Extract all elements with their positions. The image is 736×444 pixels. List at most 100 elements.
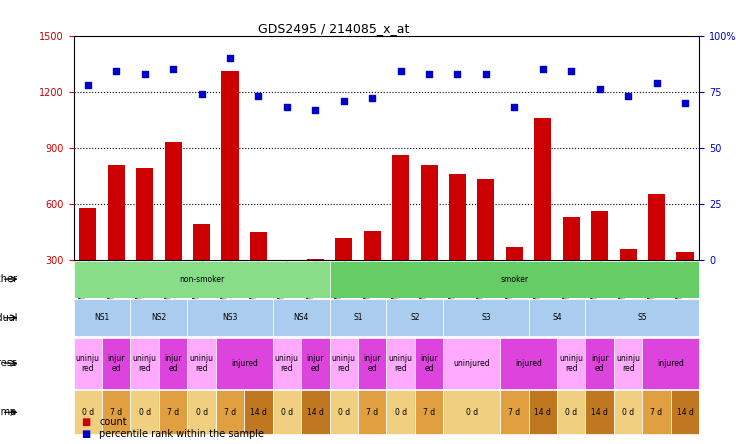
FancyBboxPatch shape bbox=[130, 390, 159, 434]
Text: injur
ed: injur ed bbox=[420, 353, 438, 373]
FancyBboxPatch shape bbox=[216, 390, 244, 434]
Text: count: count bbox=[99, 417, 127, 427]
Bar bbox=[364, 231, 381, 316]
FancyBboxPatch shape bbox=[386, 390, 415, 434]
Point bbox=[594, 86, 606, 93]
Bar bbox=[449, 174, 466, 316]
FancyBboxPatch shape bbox=[102, 390, 130, 434]
Text: 7 d: 7 d bbox=[167, 408, 179, 417]
Text: uninju
red: uninju red bbox=[616, 353, 640, 373]
Bar bbox=[534, 118, 551, 316]
Text: S1: S1 bbox=[353, 313, 363, 322]
Point bbox=[622, 92, 634, 99]
Point bbox=[651, 79, 662, 86]
Bar bbox=[278, 309, 295, 316]
FancyBboxPatch shape bbox=[557, 338, 585, 388]
Text: NS1: NS1 bbox=[94, 313, 110, 322]
Bar bbox=[620, 249, 637, 316]
Text: 7 d: 7 d bbox=[110, 408, 122, 417]
Point bbox=[82, 81, 93, 88]
Point bbox=[452, 70, 464, 77]
FancyBboxPatch shape bbox=[188, 390, 216, 434]
Bar bbox=[193, 224, 210, 316]
Point bbox=[394, 68, 406, 75]
FancyBboxPatch shape bbox=[330, 299, 386, 336]
Point bbox=[423, 70, 435, 77]
Text: 14 d: 14 d bbox=[591, 408, 608, 417]
FancyBboxPatch shape bbox=[386, 299, 443, 336]
Text: S4: S4 bbox=[552, 313, 562, 322]
Text: stress: stress bbox=[0, 358, 18, 368]
Text: individual: individual bbox=[0, 313, 18, 323]
Bar bbox=[506, 247, 523, 316]
Text: 0 d: 0 d bbox=[466, 408, 478, 417]
Text: injur
ed: injur ed bbox=[591, 353, 609, 373]
Text: uninjured: uninjured bbox=[453, 359, 490, 368]
FancyBboxPatch shape bbox=[159, 338, 188, 388]
Text: GDS2495 / 214085_x_at: GDS2495 / 214085_x_at bbox=[258, 22, 409, 35]
Point bbox=[309, 106, 321, 113]
FancyBboxPatch shape bbox=[643, 390, 670, 434]
FancyBboxPatch shape bbox=[643, 338, 699, 388]
Bar bbox=[335, 238, 353, 316]
Point bbox=[139, 70, 151, 77]
Bar bbox=[478, 179, 495, 316]
FancyBboxPatch shape bbox=[301, 390, 330, 434]
Text: S3: S3 bbox=[481, 313, 491, 322]
Text: 0 d: 0 d bbox=[82, 408, 94, 417]
FancyBboxPatch shape bbox=[74, 390, 102, 434]
Text: 7 d: 7 d bbox=[651, 408, 662, 417]
Text: 0 d: 0 d bbox=[394, 408, 407, 417]
FancyBboxPatch shape bbox=[585, 338, 614, 388]
Text: 7 d: 7 d bbox=[423, 408, 435, 417]
Text: 0 d: 0 d bbox=[281, 408, 293, 417]
Text: uninju
red: uninju red bbox=[132, 353, 157, 373]
Text: 0 d: 0 d bbox=[565, 408, 577, 417]
Text: 14 d: 14 d bbox=[676, 408, 693, 417]
Bar bbox=[165, 142, 182, 316]
Bar bbox=[79, 207, 96, 316]
FancyBboxPatch shape bbox=[216, 338, 272, 388]
FancyBboxPatch shape bbox=[272, 299, 330, 336]
Bar bbox=[392, 155, 409, 316]
FancyBboxPatch shape bbox=[330, 390, 358, 434]
FancyBboxPatch shape bbox=[386, 338, 415, 388]
Text: other: other bbox=[0, 274, 18, 284]
Text: NS3: NS3 bbox=[222, 313, 238, 322]
Text: 0 d: 0 d bbox=[622, 408, 634, 417]
Text: uninju
red: uninju red bbox=[76, 353, 100, 373]
FancyBboxPatch shape bbox=[130, 338, 159, 388]
FancyBboxPatch shape bbox=[500, 338, 557, 388]
FancyBboxPatch shape bbox=[188, 299, 272, 336]
Bar bbox=[563, 217, 580, 316]
Text: injured: injured bbox=[657, 359, 684, 368]
Bar bbox=[107, 165, 125, 316]
FancyBboxPatch shape bbox=[272, 390, 301, 434]
Text: injur
ed: injur ed bbox=[164, 353, 182, 373]
Text: 7 d: 7 d bbox=[509, 408, 520, 417]
Text: S5: S5 bbox=[637, 313, 647, 322]
Point bbox=[252, 92, 264, 99]
Text: ■: ■ bbox=[81, 417, 91, 427]
FancyBboxPatch shape bbox=[614, 338, 643, 388]
FancyBboxPatch shape bbox=[500, 390, 528, 434]
Text: 7 d: 7 d bbox=[366, 408, 378, 417]
FancyBboxPatch shape bbox=[415, 390, 443, 434]
Point bbox=[196, 90, 208, 97]
Bar bbox=[136, 168, 153, 316]
Text: time: time bbox=[0, 407, 18, 417]
Bar bbox=[250, 232, 267, 316]
Text: injured: injured bbox=[231, 359, 258, 368]
Text: uninju
red: uninju red bbox=[389, 353, 413, 373]
Bar bbox=[307, 259, 324, 316]
FancyBboxPatch shape bbox=[443, 338, 500, 388]
Point bbox=[565, 68, 577, 75]
Point bbox=[338, 97, 350, 104]
FancyBboxPatch shape bbox=[272, 338, 301, 388]
Text: injur
ed: injur ed bbox=[364, 353, 381, 373]
Text: uninju
red: uninju red bbox=[275, 353, 299, 373]
Point bbox=[367, 95, 378, 102]
Point bbox=[167, 66, 179, 73]
FancyBboxPatch shape bbox=[330, 338, 358, 388]
FancyBboxPatch shape bbox=[443, 299, 528, 336]
